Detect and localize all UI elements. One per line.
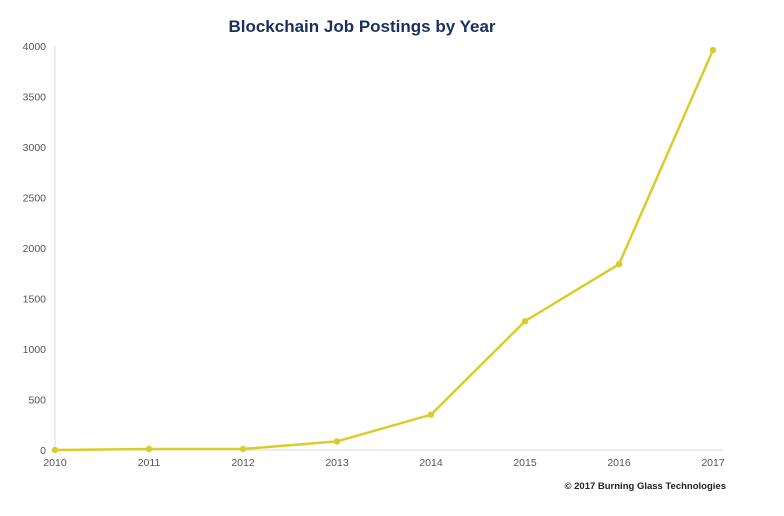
chart-title: Blockchain Job Postings by Year [228,17,496,36]
x-tick-label: 2013 [325,457,349,469]
x-tick-label: 2010 [43,457,67,469]
data-point [521,318,529,325]
y-tick-label: 2000 [23,243,47,255]
x-tick-label: 2012 [231,457,255,469]
y-tick-label: 3000 [23,142,47,154]
y-tick-label: 1500 [23,294,47,306]
data-point [427,411,435,418]
y-tick-label: 2500 [23,193,47,205]
credit-text: © 2017 Burning Glass Technologies [564,481,726,492]
data-point [615,260,623,268]
x-tick-label: 2016 [607,457,631,469]
y-tick-label: 3500 [23,92,47,104]
x-tick-label: 2015 [513,457,537,469]
y-tick-label: 0 [40,445,46,457]
x-tick-label: 2011 [138,457,161,469]
series-line [53,48,715,452]
data-point [333,438,341,445]
y-tick-label: 500 [28,395,46,407]
data-point [239,445,247,453]
x-tick-label: 2014 [419,457,443,469]
data-point [145,445,153,453]
data-point [51,446,59,454]
x-tick-label: 2017 [701,457,725,469]
data-point [709,46,717,54]
y-tick-label: 4000 [23,41,47,53]
y-tick-label: 1000 [23,344,47,356]
